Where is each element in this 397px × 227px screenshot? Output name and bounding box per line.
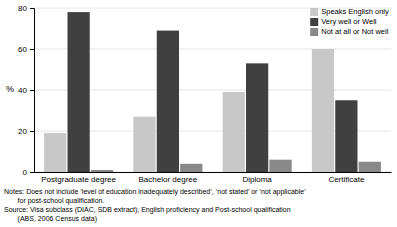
tick: 40 bbox=[18, 86, 34, 95]
legend-label: Speaks English only bbox=[321, 7, 389, 16]
bar bbox=[68, 12, 90, 172]
tick: 80 bbox=[18, 4, 34, 13]
bars bbox=[44, 12, 381, 172]
tick-mark bbox=[30, 49, 34, 50]
bar bbox=[180, 164, 202, 172]
bar bbox=[246, 63, 268, 172]
tick-mark bbox=[30, 131, 34, 132]
tick-label: 40 bbox=[18, 86, 27, 95]
bar bbox=[157, 31, 179, 172]
tick-label: 20 bbox=[18, 127, 27, 136]
legend-swatch bbox=[310, 8, 318, 16]
legend: Speaks English onlyVery well or WellNot … bbox=[310, 7, 389, 36]
bar bbox=[44, 133, 66, 172]
tick: Postgraduate degree bbox=[41, 172, 116, 184]
legend-item: Speaks English only bbox=[310, 7, 389, 16]
bar-series bbox=[68, 12, 358, 172]
tick-label: 60 bbox=[18, 45, 27, 54]
tick: 20 bbox=[18, 127, 34, 136]
plot: 0 20 40 60 80 Postgraduate degree Bachelor deg… bbox=[6, 4, 392, 184]
annotation: Source: Visa subclass (DIAC, SDB extract… bbox=[4, 206, 291, 214]
legend-label: Very well or Well bbox=[321, 17, 377, 26]
tick-mark bbox=[30, 172, 34, 173]
y-axis: 0 20 40 60 80 bbox=[18, 4, 34, 177]
bar bbox=[269, 160, 291, 172]
tick-label: Bachelor degree bbox=[139, 175, 198, 184]
annotation: for post-school qualification. bbox=[4, 197, 104, 205]
legend-label: Not at all or Not well bbox=[321, 27, 388, 36]
bar bbox=[335, 100, 357, 172]
bar bbox=[359, 162, 381, 172]
legend-swatch bbox=[310, 18, 318, 26]
tick: 60 bbox=[18, 45, 34, 54]
tick: Bachelor degree bbox=[139, 172, 198, 184]
bar bbox=[223, 92, 245, 172]
tick-label: 80 bbox=[18, 4, 27, 13]
tick-label: Diploma bbox=[242, 175, 272, 184]
annotations: Notes: Does not include ‘level of educat… bbox=[4, 188, 306, 223]
legend-item: Very well or Well bbox=[310, 17, 377, 26]
axis-line bbox=[35, 172, 392, 173]
tick: Certificate bbox=[328, 172, 365, 184]
bar-series bbox=[91, 160, 381, 172]
x-axis: Postgraduate degree Bachelor degree Diplom… bbox=[35, 172, 392, 184]
legend-item: Not at all or Not well bbox=[310, 27, 388, 36]
grid bbox=[34, 8, 391, 172]
annotation: Notes: Does not include ‘level of educat… bbox=[4, 188, 306, 196]
tick-mark bbox=[30, 90, 34, 91]
bar bbox=[91, 170, 113, 172]
chart: 0 20 40 60 80 Postgraduate degree Bachelor deg… bbox=[0, 0, 397, 227]
tick-label: Postgraduate degree bbox=[41, 175, 116, 184]
tick-label: 0 bbox=[23, 168, 28, 177]
legend-swatch bbox=[310, 28, 318, 36]
bar bbox=[312, 49, 334, 172]
tick: 0 bbox=[23, 168, 34, 177]
tick-mark bbox=[30, 8, 34, 9]
tick-label: Certificate bbox=[328, 175, 365, 184]
annotation: (ABS, 2006 Census data) bbox=[4, 215, 97, 223]
bar bbox=[133, 117, 155, 172]
tick: Diploma bbox=[242, 172, 272, 184]
axis-line bbox=[30, 9, 35, 173]
axis-title: % bbox=[6, 84, 14, 94]
